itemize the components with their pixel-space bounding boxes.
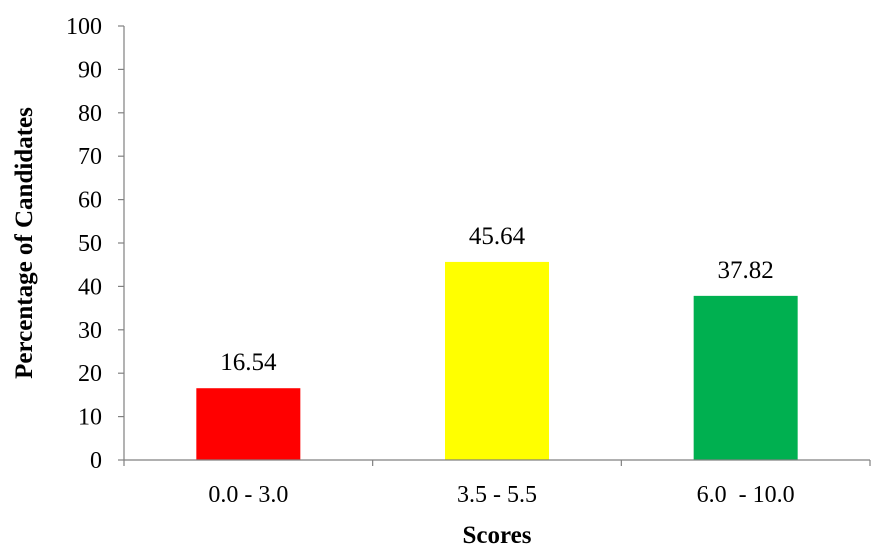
x-category-label: 6.0 - 10.0 bbox=[697, 482, 795, 508]
bar bbox=[445, 261, 549, 460]
bar bbox=[693, 295, 798, 460]
x-category-label: 3.5 - 5.5 bbox=[457, 482, 537, 508]
y-axis-title: Percentage of Candidates bbox=[11, 107, 38, 379]
x-category-label: 0.0 - 3.0 bbox=[208, 482, 288, 508]
y-tick-label: 20 bbox=[78, 361, 102, 387]
bar-data-label: 37.82 bbox=[718, 257, 774, 284]
y-tick-label: 70 bbox=[78, 144, 102, 170]
y-tick-label: 60 bbox=[78, 188, 102, 214]
x-axis-title: Scores bbox=[463, 522, 532, 549]
y-tick-label: 30 bbox=[78, 318, 102, 344]
y-tick-label: 10 bbox=[78, 405, 102, 431]
y-tick-label: 90 bbox=[78, 57, 102, 83]
bars-layer bbox=[196, 261, 798, 460]
y-tick-label: 40 bbox=[78, 274, 102, 300]
y-ticks-layer: 0 10 20 30 40 50 60 70 80 90 100 bbox=[66, 14, 124, 474]
y-tick-label: 50 bbox=[78, 231, 102, 257]
bar bbox=[196, 388, 301, 460]
data-labels-layer: 16.54 45.64 37.82 bbox=[220, 223, 774, 376]
bar-data-label: 16.54 bbox=[220, 349, 277, 376]
y-tick-label: 100 bbox=[66, 14, 102, 40]
x-ticks-layer: 0.0 - 3.0 3.5 - 5.5 6.0 - 10.0 bbox=[123, 460, 871, 508]
bar-data-label: 45.64 bbox=[469, 223, 526, 250]
y-tick-label: 0 bbox=[90, 448, 102, 474]
y-tick-label: 80 bbox=[78, 101, 102, 127]
